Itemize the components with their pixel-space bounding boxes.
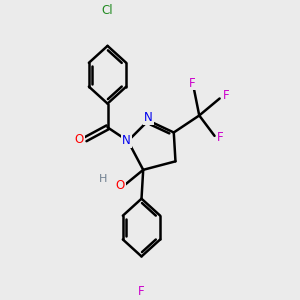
Text: Cl: Cl (102, 4, 113, 17)
Text: O: O (75, 133, 84, 146)
Text: N: N (144, 111, 153, 124)
Text: H: H (99, 174, 108, 184)
Text: F: F (138, 285, 145, 298)
Text: F: F (189, 77, 196, 90)
Text: F: F (217, 131, 224, 144)
Text: F: F (222, 89, 229, 102)
Text: N: N (122, 134, 130, 148)
Text: O: O (116, 178, 125, 192)
